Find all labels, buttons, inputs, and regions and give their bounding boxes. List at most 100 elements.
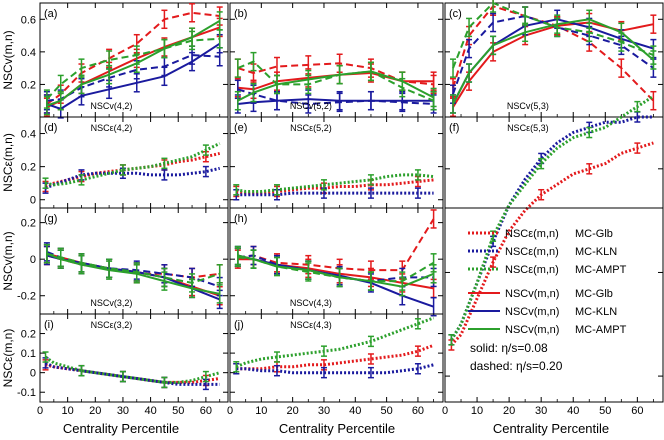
- panel-a: 0.2 0.4 0.6 (a) NSCv(4,2) NSCv(m,n): [1, 2, 229, 119]
- legend-model: MC-AMPT: [575, 324, 627, 336]
- x-tick-label: 60: [412, 405, 424, 417]
- panel-name: NSCε(5,3): [507, 123, 549, 133]
- panel-h: (h) NSCv(4,3): [229, 207, 444, 317]
- y-tick-label: 0: [30, 368, 36, 380]
- y-tick-label: 0: [30, 195, 36, 207]
- series-line-green-dashed: [46, 252, 221, 284]
- series-line-green-dotted: [235, 316, 435, 369]
- series-line-blue-dotted: [44, 361, 220, 386]
- series-line-green-solid: [237, 70, 435, 102]
- y-tick-label: -0.2: [17, 291, 36, 303]
- series-line-green-solid: [46, 252, 220, 295]
- panel-frame: [39, 116, 229, 209]
- legend-label: NSCε(m,n): [505, 228, 559, 240]
- panel-name: NSCv(4,3): [290, 298, 332, 308]
- x-tick-label: 10: [62, 405, 74, 417]
- note-solid: solid: η/s=0.08: [470, 341, 548, 355]
- series-line-blue-dotted: [44, 166, 221, 190]
- series-line-green-dashed: [452, 2, 654, 69]
- panel-d: 0 0.2 0.4 (d) NSCε(4,2) NSCε(m,n): [1, 116, 229, 209]
- x-tick-label: 50: [172, 405, 184, 417]
- series-line-green-solid: [46, 20, 221, 107]
- y-tick-label: 0.2: [21, 218, 36, 230]
- series-line-green-dashed: [46, 37, 220, 100]
- legend-model: MC-Glb: [575, 288, 613, 300]
- series-line-green-dotted: [44, 355, 221, 384]
- panel-letter: (c): [449, 8, 462, 20]
- series-line-red-dashed: [46, 11, 220, 105]
- legend-label: NSCv(m,n): [505, 288, 559, 300]
- panel-name: NSCv(5,3): [507, 101, 549, 111]
- series-line-red-dashed: [237, 218, 435, 272]
- panel-e: (e) NSCε(5,2): [229, 116, 444, 209]
- x-axis-label-col1: Centrality Percentile: [63, 421, 179, 436]
- panel-letter: (a): [44, 8, 57, 20]
- y-tick-label: 0.2: [21, 79, 36, 91]
- series-line-red-solid: [46, 26, 221, 109]
- panel-letter: (h): [234, 213, 247, 225]
- y-axis-label: NSCε(m,n): [1, 329, 15, 388]
- x-tick-label: 40: [349, 405, 361, 417]
- panel-letter: (f): [449, 122, 459, 134]
- panels-group: 0.2 0.4 0.6 (a) NSCv(4,2) NSCv(m,n) (b) NSCv(5,…: [1, 0, 664, 417]
- x-tick-label: 40: [567, 405, 579, 417]
- panel-name: NSCε(4,2): [91, 123, 133, 133]
- x-tick-label: 30: [535, 405, 547, 417]
- panel-name: NSCε(5,2): [290, 123, 332, 133]
- legend-model: MC-KLN: [575, 246, 617, 258]
- panel-name: NSCv(3,2): [90, 298, 132, 308]
- y-tick-label: 0.1: [21, 348, 36, 360]
- x-tick-label: 40: [144, 405, 156, 417]
- legend-label: NSCε(m,n): [505, 246, 559, 258]
- x-tick-label: 60: [631, 405, 643, 417]
- series-line-green-dotted: [450, 95, 655, 341]
- x-tick-label: 0: [442, 405, 448, 417]
- panel-letter: (i): [44, 319, 54, 331]
- y-tick-label: 0.4: [21, 47, 36, 59]
- series-line-red-dotted: [236, 343, 435, 371]
- series-line-red-dashed: [452, 5, 655, 102]
- panel-c: (c) NSCv(5,3): [444, 0, 664, 118]
- panel-name: NSCv(5,2): [290, 101, 332, 111]
- y-tick-label: 0.2: [21, 162, 36, 174]
- panel-letter: (e): [234, 122, 247, 134]
- x-tick-label: 10: [255, 405, 267, 417]
- panel-b: (b) NSCv(5,2): [229, 2, 444, 118]
- x-tick-label: 10: [471, 405, 483, 417]
- panel-letter: (d): [44, 122, 57, 134]
- series-line-blue-dashed: [452, 15, 654, 95]
- x-tick-label: 0: [37, 405, 43, 417]
- legend-frame: [444, 207, 664, 403]
- note-dashed: dashed: η/s=0.20: [470, 359, 563, 373]
- legend-label: NSCv(m,n): [505, 306, 559, 318]
- y-tick-label: 0.2: [21, 329, 36, 341]
- y-tick-label: 0.4: [21, 129, 36, 141]
- x-tick-label: 0: [227, 405, 233, 417]
- legend-model: MC-KLN: [575, 306, 617, 318]
- legend: NSCε(m,n) MC-Glb NSCε(m,n) MC-KLN NSCε(m,n) M…: [468, 228, 627, 336]
- panel-name: NSCε(3,2): [91, 320, 133, 330]
- series-line-blue-dashed: [46, 250, 221, 288]
- series-line-green-dotted: [45, 142, 221, 187]
- y-tick-label: 0: [30, 254, 36, 266]
- series-line-green-solid: [237, 254, 434, 288]
- y-axis-label: NSCε(m,n): [1, 133, 15, 192]
- panel-letter: (g): [44, 213, 57, 225]
- y-tick-label: -0.1: [17, 387, 36, 399]
- legend-label: NSCv(m,n): [505, 324, 559, 336]
- x-tick-label: 30: [117, 405, 129, 417]
- series-line-green-dotted: [236, 173, 434, 193]
- x-tick-label: 60: [200, 405, 212, 417]
- series-line-blue-dashed: [46, 54, 220, 102]
- series-line-blue-dotted: [236, 191, 434, 197]
- legend-label: NSCε(m,n): [505, 264, 559, 276]
- x-axis-label-col2: Centrality Percentile: [279, 421, 395, 436]
- series-line-green-dashed: [237, 60, 434, 102]
- panel-name: NSCε(4,3): [290, 320, 332, 330]
- x-tick-label: 50: [380, 405, 392, 417]
- series-line-green-dashed: [237, 256, 435, 283]
- panel-letter: (b): [234, 8, 247, 20]
- series-line-blue-solid: [46, 42, 221, 110]
- panel-letter: (j): [234, 319, 244, 331]
